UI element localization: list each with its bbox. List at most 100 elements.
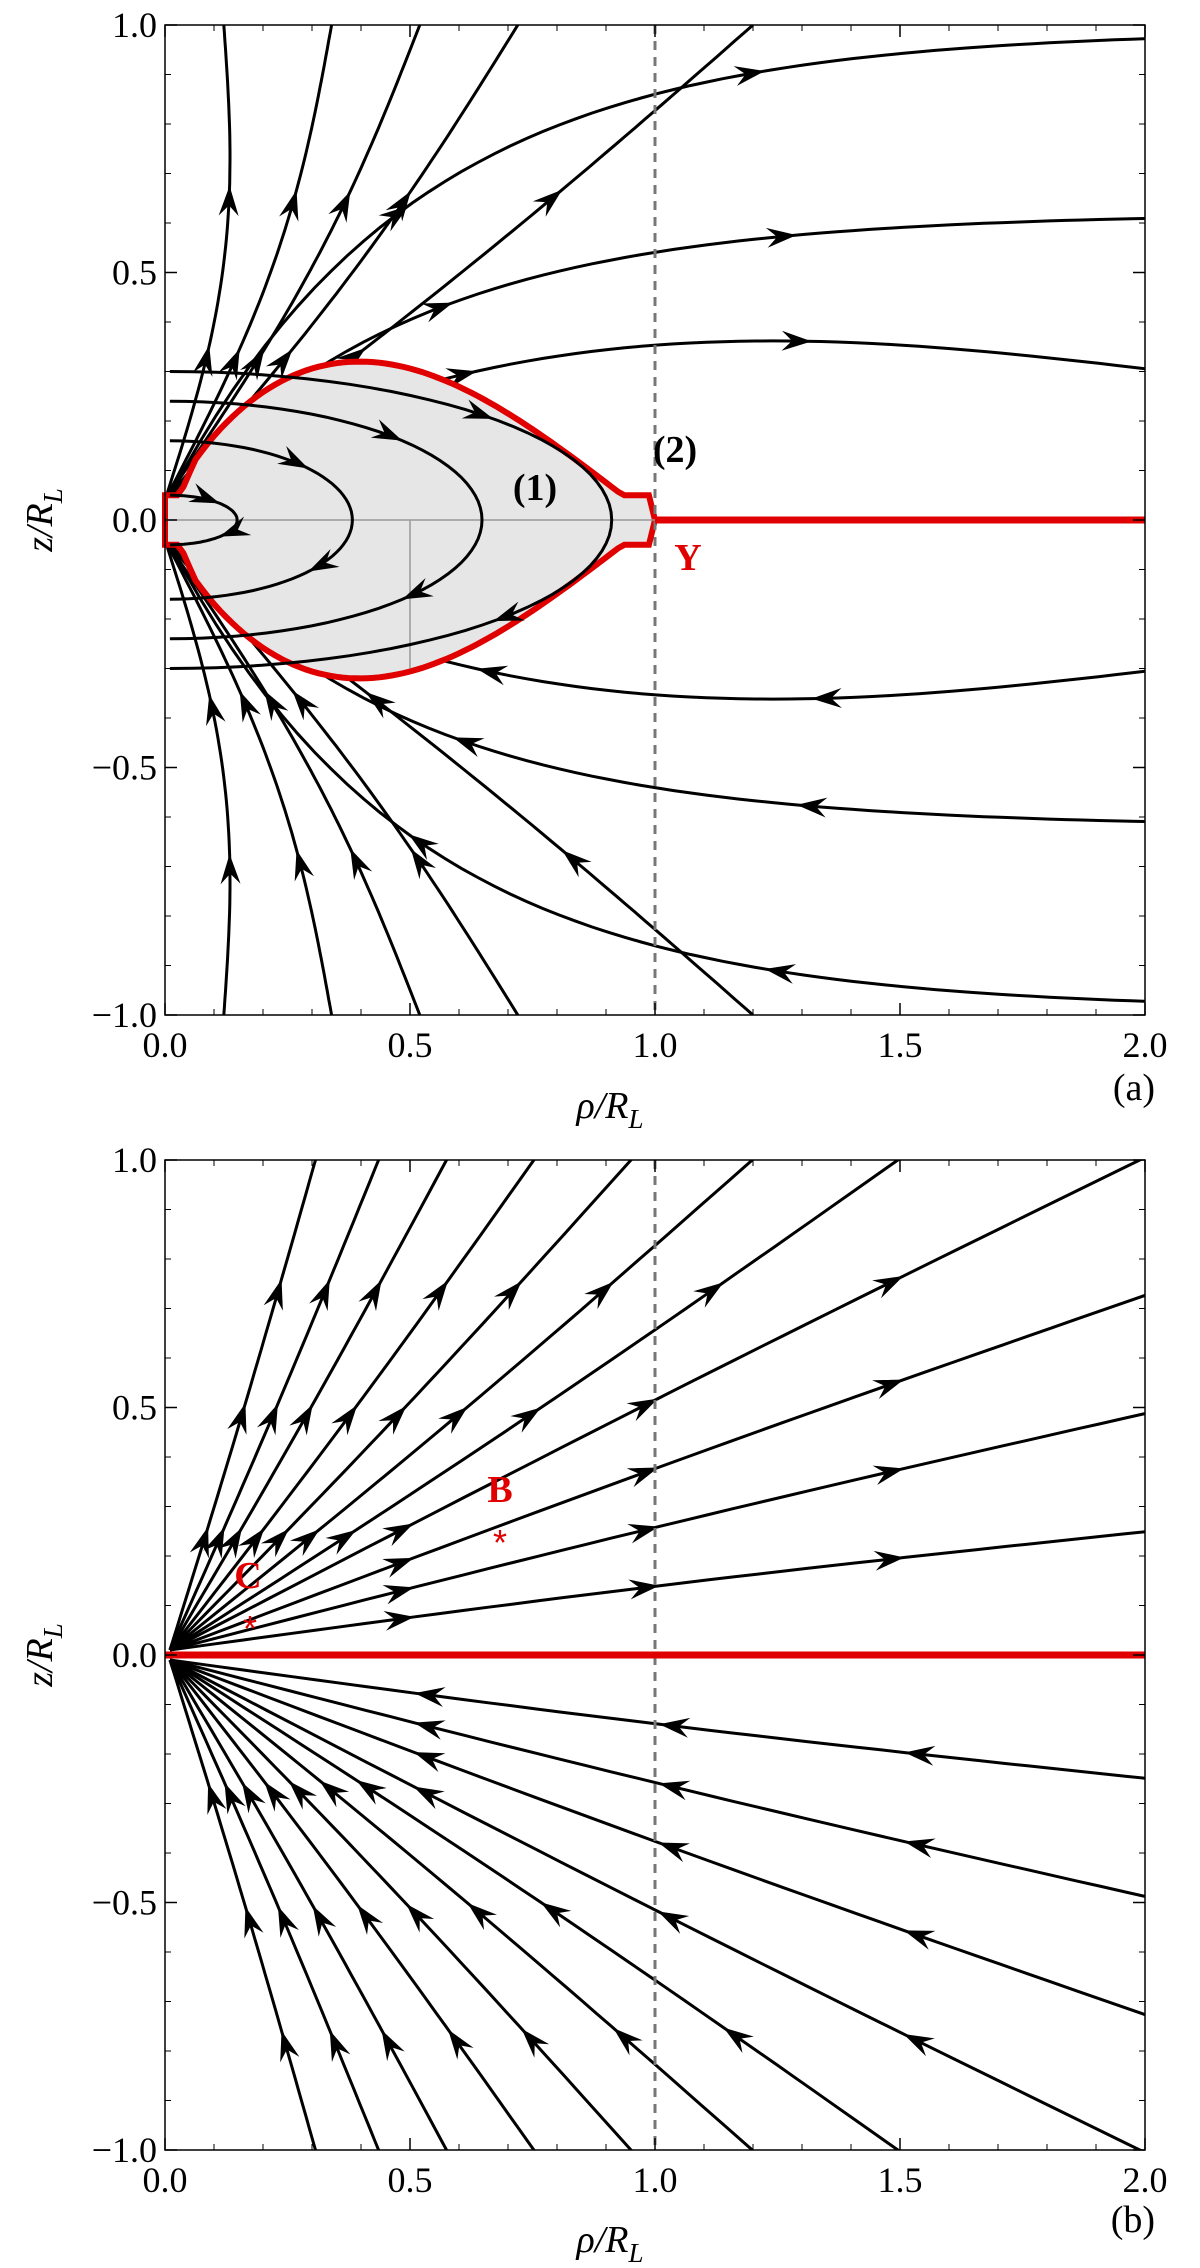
x-axis-title: ρ/RL xyxy=(575,2219,643,2268)
arrow-head xyxy=(378,1406,407,1435)
open-field-line xyxy=(165,25,422,502)
open-field-line xyxy=(169,1412,1145,1652)
arrow-head xyxy=(811,688,842,709)
arrow-head xyxy=(414,1687,446,1707)
arrow-head xyxy=(382,1523,414,1547)
axes xyxy=(164,1159,1146,2151)
y-tick-label: 0.0 xyxy=(112,500,157,540)
arrow-head xyxy=(476,665,509,686)
arrow-head xyxy=(413,1786,445,1810)
x-tick-label: 0.0 xyxy=(143,1025,188,1065)
open-field-line xyxy=(168,1160,536,1651)
arrow-head xyxy=(277,1906,299,1938)
arrow-head xyxy=(402,577,434,600)
arrow-head xyxy=(206,694,226,727)
arrow-head xyxy=(626,1467,659,1488)
arrow-head xyxy=(188,483,220,504)
arrow-head xyxy=(224,1782,246,1815)
closed-zone xyxy=(162,358,659,682)
overlay xyxy=(165,1160,1145,2150)
arrow-head xyxy=(413,1752,446,1773)
arrow-head xyxy=(294,849,315,882)
arrow-head xyxy=(452,737,485,758)
y-tick-label: 0.5 xyxy=(112,1388,157,1428)
open-field-line xyxy=(168,1659,449,2150)
arrow-head xyxy=(378,205,409,232)
annotation-label: C xyxy=(234,1555,261,1597)
x-tick-label: 1.0 xyxy=(633,2160,678,2200)
arrow-head xyxy=(562,850,592,878)
arrow-head xyxy=(357,1904,384,1935)
x-tick-label: 1.0 xyxy=(633,1025,678,1065)
annotation-label: Y xyxy=(674,537,701,579)
arrow-head xyxy=(264,1781,291,1812)
arrow-head xyxy=(218,1527,243,1559)
arrow-head xyxy=(219,516,252,537)
arrow-head xyxy=(279,190,299,222)
arrow-head xyxy=(331,1405,358,1436)
arrow-head xyxy=(329,2030,351,2062)
x-tick-label: 0.5 xyxy=(388,2160,433,2200)
open-field-line xyxy=(165,539,334,1015)
arrow-head xyxy=(461,399,494,419)
arrow-head xyxy=(356,1780,387,1805)
arrow-head xyxy=(203,1527,225,1559)
arrow-head xyxy=(264,690,289,722)
arrow-head xyxy=(308,549,340,572)
x-tick-label: 0.0 xyxy=(143,2160,188,2200)
arrow-head xyxy=(256,1403,278,1436)
open-field-line xyxy=(169,1160,901,1652)
arrow-head xyxy=(289,1529,320,1557)
arrow-head xyxy=(626,1398,658,1422)
tick-labels: 0.0 0.5 1.0 1.5 2.0 −1.0 −0.5 0.0 0.5 1.… xyxy=(92,1140,1168,2200)
arrow-head xyxy=(382,1585,415,1605)
arrow-head xyxy=(438,1406,468,1434)
star-marker-B: * xyxy=(493,1522,507,1563)
open-field-line xyxy=(168,1658,634,2150)
arrow-head xyxy=(189,1526,209,1559)
x-tick-label: 2.0 xyxy=(1123,1025,1168,1065)
open-field-line xyxy=(168,1659,536,2150)
arrow-head xyxy=(613,2028,643,2056)
arrow-head xyxy=(872,1275,904,1299)
arrow-head xyxy=(207,1783,227,1815)
field-lines xyxy=(168,1160,1145,2150)
annotation-label: B xyxy=(487,1469,512,1511)
arrow-head xyxy=(220,854,241,885)
y-axis-title: z/RL xyxy=(19,488,68,553)
open-field-line xyxy=(169,1658,901,2150)
open-field-line xyxy=(168,1658,755,2150)
arrow-head xyxy=(422,1280,448,1311)
arrow-head xyxy=(903,2034,935,2057)
arrow-head xyxy=(872,1379,904,1400)
arrow-head xyxy=(521,2028,550,2058)
arrow-head xyxy=(627,1523,659,1544)
arrow-head xyxy=(244,1906,264,1939)
x-tick-label: 0.5 xyxy=(388,1025,433,1065)
arrow-head xyxy=(242,1782,266,1814)
open-field-line xyxy=(169,1293,1145,1652)
arrow-head xyxy=(765,227,797,248)
arrow-head xyxy=(872,1465,905,1486)
arrow-head xyxy=(659,1717,691,1738)
arrow-head xyxy=(447,2029,474,2060)
arrow-head xyxy=(406,1903,435,1933)
arrow-head xyxy=(532,189,563,217)
arrow-head xyxy=(796,797,828,818)
closed-field-line xyxy=(169,370,614,670)
open-field-line xyxy=(168,1659,318,2150)
arrow-head xyxy=(263,1279,283,1311)
arrow-head xyxy=(192,345,213,377)
annotation-label: (2) xyxy=(653,429,697,471)
tick-labels: 0.0 0.5 1.0 1.5 2.0 −1.0 −0.5 0.0 0.5 1.… xyxy=(92,5,1168,1065)
open-field-line xyxy=(169,1160,1144,1652)
star-marker-C: * xyxy=(243,1608,257,1649)
open-field-line xyxy=(168,1160,381,1651)
open-field-line xyxy=(169,1530,1145,1652)
axes xyxy=(164,24,1146,1016)
arrow-head xyxy=(288,1781,318,1810)
arrow-head xyxy=(658,1842,690,1863)
open-field-line xyxy=(168,1659,381,2150)
panel-a: 0.0 0.5 1.0 1.5 2.0 −1.0 −0.5 0.0 0.5 1.… xyxy=(19,5,1168,1134)
